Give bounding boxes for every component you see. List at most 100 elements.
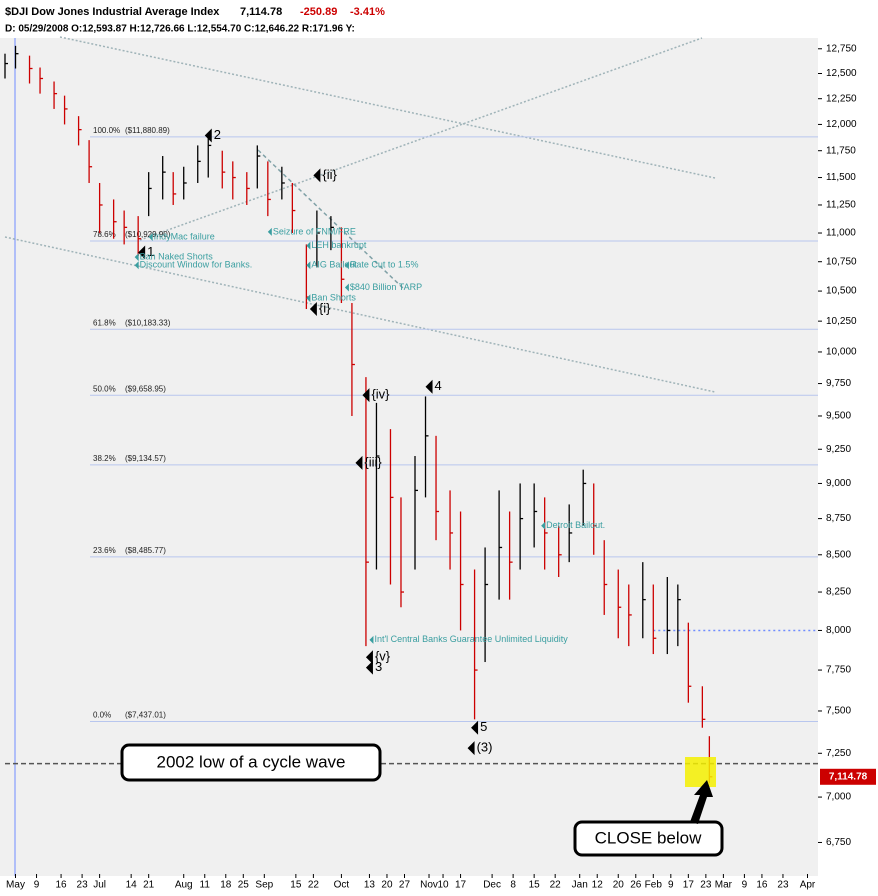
header-info: D: 05/29/2008 O:12,593.87 H:12,726.66 L:… (5, 24, 355, 35)
y-tick-label: 11,000 (826, 228, 856, 239)
event-label: Discount Window for Banks. (140, 260, 253, 270)
y-tick-label: 12,000 (826, 119, 857, 130)
wave-marker (204, 128, 212, 143)
event-marker (306, 261, 311, 270)
x-tick-label: 9 (668, 880, 674, 891)
wave-label: 5 (480, 719, 487, 734)
wave-label: {iv} (371, 387, 390, 402)
x-tick-label: 17 (683, 880, 695, 891)
wave-marker (365, 660, 373, 675)
x-tick-label: Feb (645, 880, 663, 891)
highlight-box (685, 757, 716, 787)
y-tick-label: 9,750 (826, 378, 851, 389)
callout-text: CLOSE below (595, 828, 702, 847)
fib-pct: 38.2% (93, 454, 116, 463)
event-marker (344, 261, 349, 270)
wave-marker (365, 650, 373, 665)
fib-pct: 61.8% (93, 318, 116, 327)
x-tick-label: Nov (420, 880, 438, 891)
event-label: IndyMac failure (154, 231, 215, 241)
wave-label: 1 (147, 244, 154, 259)
x-tick-label: Jan (572, 880, 588, 891)
fib-label: ($7,437.01) (125, 711, 166, 720)
callout-text: 2002 low of a cycle wave (157, 752, 346, 771)
x-tick-label: 12 (592, 880, 604, 891)
fib-label: ($10,929.90) (125, 230, 171, 239)
event-label: Seizure of FNM/FRE (273, 226, 356, 236)
event-marker (134, 261, 139, 270)
wave-label: 4 (435, 378, 442, 393)
wave-label: {v} (375, 649, 391, 664)
wave-label: {ii} (322, 167, 337, 182)
y-tick-label: 9,000 (826, 478, 851, 489)
wave-label: {i} (319, 300, 331, 315)
x-tick-label: 21 (143, 880, 155, 891)
wave-marker (138, 245, 146, 260)
y-tick-label: 10,000 (826, 347, 857, 358)
wave-label: 2 (214, 127, 221, 142)
x-tick-label: 23 (77, 880, 89, 891)
x-tick-label: 16 (56, 880, 68, 891)
header-change-pct: -3.41% (350, 6, 385, 18)
x-tick-label: 13 (364, 880, 376, 891)
y-tick-label: 8,000 (826, 625, 851, 636)
x-tick-label: 20 (613, 880, 625, 891)
fib-label: ($10,183.33) (125, 318, 171, 327)
x-tick-label: 25 (238, 880, 250, 891)
y-tick-label: 6,750 (826, 837, 851, 848)
wave-label: {iii} (364, 454, 382, 469)
wave-marker (313, 168, 321, 183)
fib-label: ($11,880.89) (125, 126, 170, 135)
event-label: LEH bankrupt (311, 240, 367, 250)
x-tick-label: 16 (756, 880, 768, 891)
y-tick-label: 11,500 (826, 172, 856, 183)
x-tick-label: 18 (220, 880, 232, 891)
last-price-label: 7,114.78 (829, 771, 868, 782)
event-label: AIG Bailout (311, 260, 357, 270)
header-title: $DJI Dow Jones Industrial Average Index (5, 6, 220, 18)
x-tick-label: 27 (399, 880, 411, 891)
fib-pct: 78.6% (93, 230, 116, 239)
x-tick-label: 23 (700, 880, 712, 891)
event-marker (344, 283, 349, 292)
x-tick-label: 15 (529, 880, 541, 891)
x-tick-label: Apr (800, 880, 816, 891)
x-tick-label: 22 (308, 880, 320, 891)
x-tick-label: 17 (455, 880, 467, 891)
y-tick-label: 12,250 (826, 93, 857, 104)
y-tick-label: 9,500 (826, 411, 851, 422)
y-tick-label: 8,250 (826, 587, 851, 598)
fib-pct: 0.0% (93, 711, 111, 720)
x-tick-label: 15 (290, 880, 302, 891)
wave-marker (471, 720, 479, 735)
y-tick-label: 7,750 (826, 665, 851, 676)
x-tick-label: 26 (630, 880, 642, 891)
fib-pct: 50.0% (93, 384, 116, 393)
x-tick-label: 9 (34, 880, 40, 891)
x-tick-label: Aug (175, 880, 193, 891)
header-price: 7,114.78 (240, 6, 282, 18)
fib-label: ($8,485.77) (125, 546, 166, 555)
y-tick-label: 8,750 (826, 513, 851, 524)
wave-label: (3) (477, 740, 493, 755)
wave-marker (425, 379, 433, 394)
event-label: Int'l Central Banks Guarantee Unlimited … (374, 634, 568, 644)
y-tick-label: 7,250 (826, 748, 851, 759)
event-label: Detroit Bailout. (546, 520, 605, 530)
x-tick-label: Dec (483, 880, 501, 891)
event-marker (306, 294, 311, 303)
y-tick-label: 10,750 (826, 256, 857, 267)
event-label: Rate Cut to 1.5% (350, 260, 419, 270)
y-tick-label: 9,250 (826, 444, 851, 455)
wave-label: 3 (375, 659, 382, 674)
plot-area (0, 38, 818, 876)
x-tick-label: Sep (255, 880, 273, 891)
x-tick-label: 8 (510, 880, 516, 891)
x-tick-label: Jul (93, 880, 106, 891)
y-tick-label: 8,500 (826, 549, 851, 560)
event-label: $840 Billion TARP (350, 282, 422, 292)
x-tick-label: 22 (550, 880, 562, 891)
fib-label: ($9,658.95) (125, 384, 166, 393)
callout-box (120, 743, 382, 782)
y-tick-label: 10,250 (826, 316, 857, 327)
